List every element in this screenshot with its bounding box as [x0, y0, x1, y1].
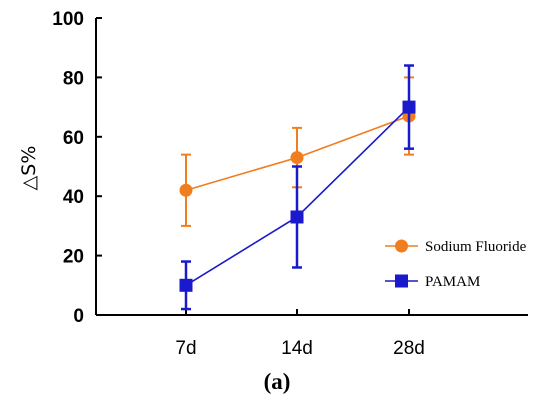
series-layer — [179, 64, 416, 311]
data-point — [290, 151, 304, 165]
x-tick-label: 28d — [393, 338, 425, 359]
y-axis-label: △S% — [18, 146, 40, 191]
data-point — [402, 100, 416, 114]
x-tick-label: 7d — [175, 338, 196, 359]
legend-item: Sodium Fluoride — [385, 239, 527, 255]
axes: 0 20 40 60 80 100 7d 14d 28d — [52, 9, 528, 359]
y-tick-label: 60 — [63, 128, 84, 149]
y-tick-label: 80 — [63, 68, 84, 89]
legend-marker — [395, 239, 408, 253]
y-tick-label: 0 — [73, 306, 84, 327]
legend-item: PAMAM — [385, 274, 480, 290]
legend-label: PAMAM — [425, 274, 480, 290]
y-tick-label: 100 — [52, 9, 84, 30]
data-point — [179, 278, 193, 292]
legend-label: Sodium Fluoride — [425, 239, 527, 255]
data-point — [179, 183, 193, 197]
x-tick-label: 14d — [281, 338, 313, 359]
data-point — [290, 210, 304, 224]
panel-label: (a) — [264, 369, 291, 394]
legend-marker — [395, 274, 408, 288]
legend: Sodium Fluoride PAMAM — [385, 239, 527, 290]
series-pamam — [179, 64, 416, 311]
y-tick-label: 20 — [63, 247, 84, 268]
y-tick-label: 40 — [63, 187, 84, 208]
